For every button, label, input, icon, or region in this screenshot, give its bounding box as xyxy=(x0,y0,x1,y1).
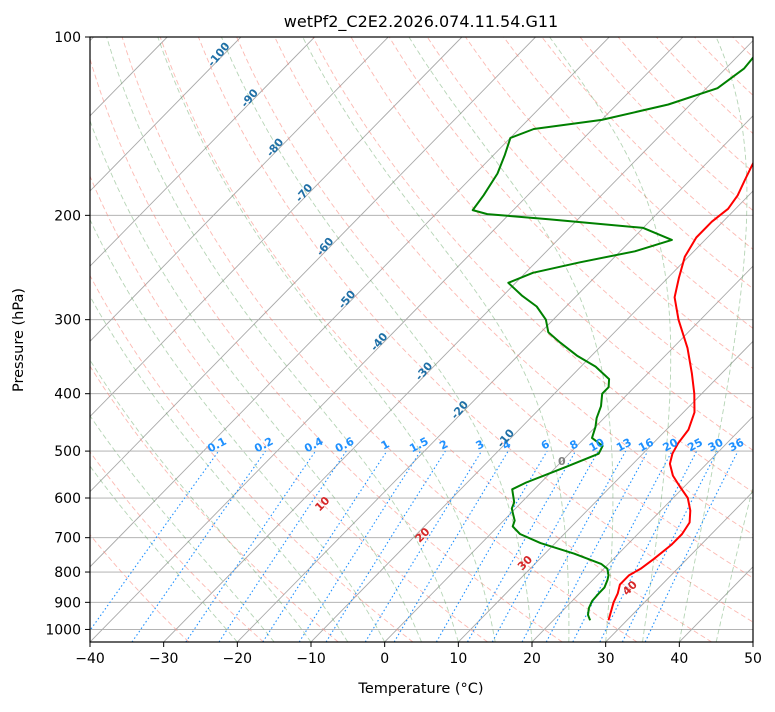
x-tick-label: 30 xyxy=(597,651,615,667)
y-tick-label: 100 xyxy=(54,30,81,46)
y-tick-label: 500 xyxy=(54,444,81,460)
y-tick-label: 1000 xyxy=(45,622,81,638)
y-tick-label: 800 xyxy=(54,565,81,581)
zero-isotherm-label: 0 xyxy=(558,455,566,468)
x-tick-label: 20 xyxy=(523,651,541,667)
y-tick-label: 900 xyxy=(54,595,81,611)
x-tick-label: 0 xyxy=(380,651,389,667)
y-tick-label: 600 xyxy=(54,491,81,507)
x-tick-label: −20 xyxy=(223,651,253,667)
x-tick-label: 50 xyxy=(744,651,762,667)
chart-title: wetPf2_C2E2.2026.074.11.54.G11 xyxy=(284,12,558,32)
x-tick-label: 10 xyxy=(449,651,467,667)
x-axis-title: Temperature (°C) xyxy=(357,681,483,697)
x-tick-label: −30 xyxy=(149,651,179,667)
y-tick-label: 200 xyxy=(54,208,81,224)
y-tick-label: 300 xyxy=(54,313,81,329)
y-tick-label: 400 xyxy=(54,387,81,403)
y-tick-label: 700 xyxy=(54,531,81,547)
x-tick-label: 40 xyxy=(670,651,688,667)
x-tick-label: −40 xyxy=(75,651,105,667)
y-axis-title: Pressure (hPa) xyxy=(11,288,27,392)
x-tick-label: −10 xyxy=(296,651,326,667)
